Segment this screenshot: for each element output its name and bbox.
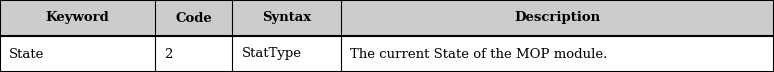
- Bar: [0, 0, 155, 36]
- Bar: [341, 0, 774, 36]
- Bar: [341, 36, 774, 72]
- Text: Code: Code: [175, 12, 212, 24]
- Bar: [155, 0, 232, 36]
- Text: Keyword: Keyword: [46, 12, 109, 24]
- Text: The current State of the MOP module.: The current State of the MOP module.: [350, 48, 608, 60]
- Text: 2: 2: [164, 48, 173, 60]
- Text: Description: Description: [514, 12, 601, 24]
- Bar: [0, 36, 155, 72]
- Text: StatType: StatType: [241, 48, 302, 60]
- Bar: [155, 36, 232, 72]
- Bar: [232, 36, 341, 72]
- Bar: [232, 0, 341, 36]
- Text: Syntax: Syntax: [262, 12, 311, 24]
- Text: State: State: [9, 48, 45, 60]
